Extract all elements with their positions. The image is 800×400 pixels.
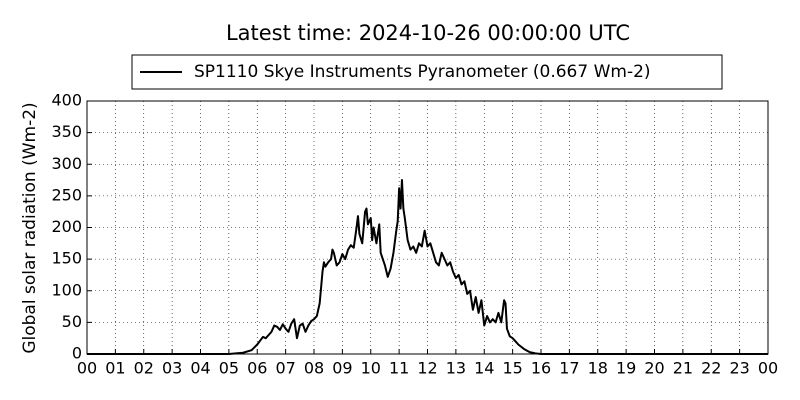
y-tick-label: 150 [51,249,82,268]
y-tick-label: 100 [51,280,82,299]
x-tick-label: 20 [644,359,664,378]
x-tick-label: 03 [162,359,182,378]
x-tick-label: 02 [134,359,154,378]
x-tick-label: 21 [673,359,693,378]
x-tick-label: 06 [247,359,267,378]
x-tick-label: 14 [474,359,494,378]
x-tick-label: 13 [446,359,466,378]
x-tick-label: 05 [219,359,239,378]
x-tick-label: 04 [190,359,210,378]
y-axis-label: Global solar radiation (Wm-2) [20,102,40,353]
y-tick-label: 0 [72,344,82,363]
y-tick-label: 250 [51,185,82,204]
x-tick-label: 07 [275,359,295,378]
x-tick-label: 08 [304,359,324,378]
x-tick-label: 10 [361,359,381,378]
x-tick-label: 16 [531,359,551,378]
x-tick-label: 12 [417,359,437,378]
x-tick-label: 17 [559,359,579,378]
y-tick-label: 50 [62,312,82,331]
x-tick-label: 11 [389,359,409,378]
chart-title: Latest time: 2024-10-26 00:00:00 UTC [226,21,630,45]
x-tick-label: 22 [701,359,721,378]
x-tick-label: 23 [729,359,749,378]
y-tick-label: 350 [51,122,82,141]
x-tick-label: 00 [758,359,778,378]
x-tick-label: 18 [588,359,608,378]
y-tick-label: 300 [51,154,82,173]
y-tick-label: 400 [51,91,82,110]
plot-frame [86,100,769,355]
x-tick-label: 00 [77,359,97,378]
legend-label: SP1110 Skye Instruments Pyranometer (0.6… [194,62,651,82]
y-tick-label: 200 [51,217,82,236]
x-tick-label: 15 [502,359,522,378]
legend-box [131,54,723,90]
x-tick-label: 19 [616,359,636,378]
data-line [87,179,768,355]
x-tick-label: 01 [105,359,125,378]
x-tick-label: 09 [332,359,352,378]
